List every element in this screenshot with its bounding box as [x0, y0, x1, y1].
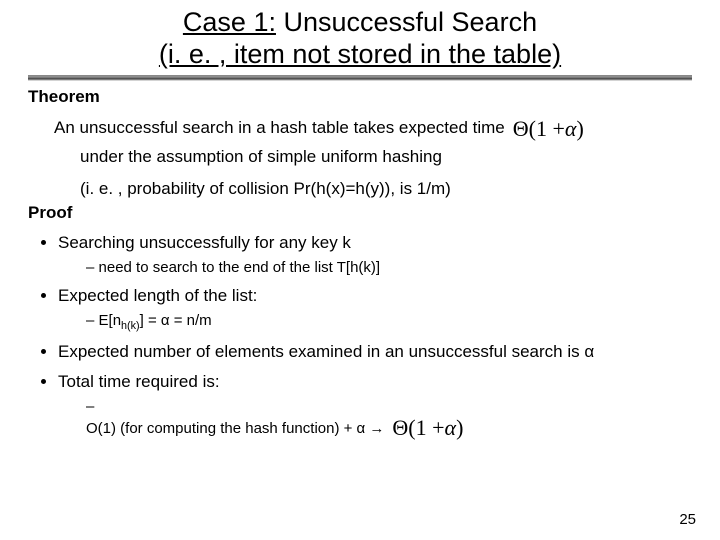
bullet-3: Expected number of elements examined in … [58, 342, 692, 362]
title-line-2: (i. e. , item not stored in the table) [28, 38, 692, 70]
title-rest: Unsuccessful Search [276, 7, 537, 37]
slide-title: Case 1: Unsuccessful Search (i. e. , ite… [28, 6, 692, 71]
bullet-1-sub: need to search to the end of the list T[… [86, 259, 692, 276]
theorem-text-1: An unsuccessful search in a hash table t… [54, 116, 505, 141]
bullet-2-sub: E[nh(k)] = α = n/m [86, 312, 692, 332]
theta-formula-2: Θ(1 + α) [390, 415, 465, 441]
theta-formula-1: Θ(1 + α) [511, 113, 586, 145]
bullet-1-text: Searching unsuccessfully for any key k [58, 233, 351, 252]
bullet-2-text: Expected length of the list: [58, 286, 257, 305]
theorem-line-2: under the assumption of simple uniform h… [80, 145, 692, 170]
theorem-line-1: An unsuccessful search in a hash table t… [54, 113, 692, 145]
bullet-4-text: Total time required is: [58, 372, 220, 391]
title-prefix: Case 1: [183, 7, 276, 37]
theorem-label: Theorem [28, 87, 692, 107]
bullet-4-sub: O(1) (for computing the hash function) +… [86, 398, 692, 441]
title-divider [28, 75, 692, 81]
bullet-4: Total time required is: O(1) (for comput… [58, 372, 692, 441]
bullet-1: Searching unsuccessfully for any key k n… [58, 233, 692, 276]
bullet-2: Expected length of the list: E[nh(k)] = … [58, 286, 692, 332]
theorem-body: An unsuccessful search in a hash table t… [54, 113, 692, 170]
proof-label: Proof [28, 203, 692, 223]
page-number: 25 [679, 511, 696, 528]
proof-bullets: Searching unsuccessfully for any key k n… [58, 233, 692, 441]
title-line-1: Case 1: Unsuccessful Search [28, 6, 692, 38]
theorem-ie: (i. e. , probability of collision Pr(h(x… [80, 179, 692, 199]
